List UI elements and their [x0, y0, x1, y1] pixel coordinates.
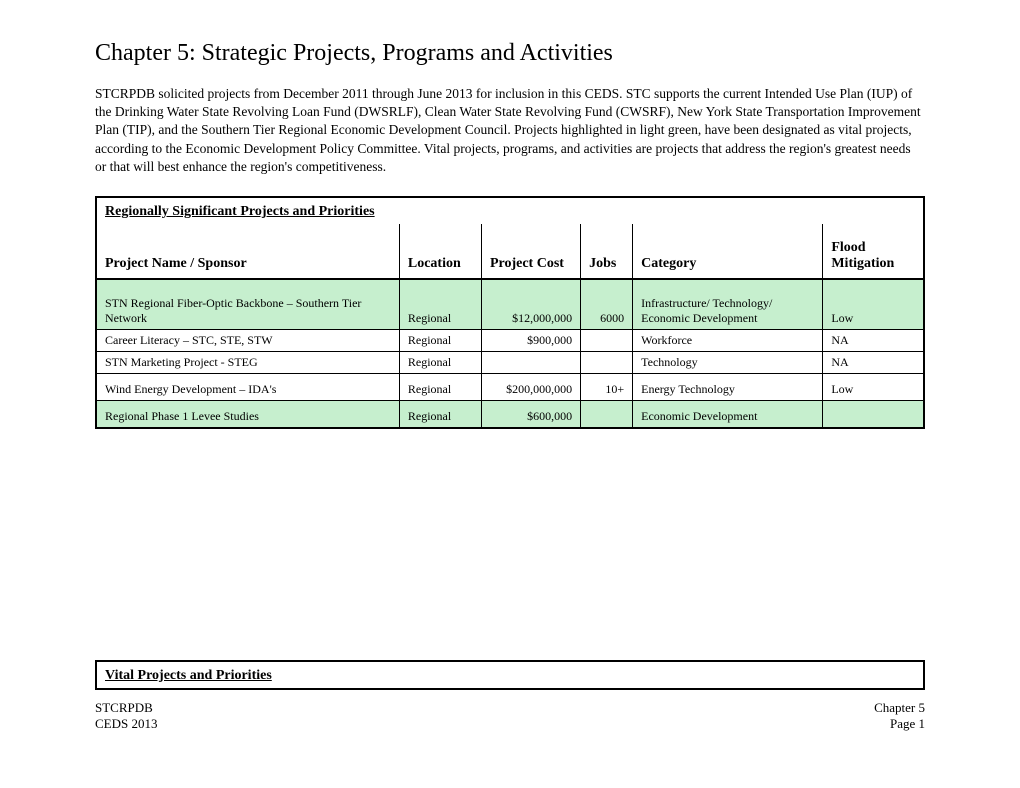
cell-cost: $900,000 — [481, 330, 580, 352]
intro-paragraph: STCRPDB solicited projects from December… — [95, 85, 925, 176]
cell-flood: Low — [823, 279, 923, 330]
cell-location: Regional — [399, 279, 481, 330]
cell-location: Regional — [399, 352, 481, 374]
cell-flood: NA — [823, 330, 923, 352]
cell-name: Regional Phase 1 Levee Studies — [97, 401, 399, 428]
vital-projects-table: Vital Projects and Priorities — [95, 660, 925, 690]
cell-location: Regional — [399, 374, 481, 401]
col-header-flood: Flood Mitigation — [823, 224, 923, 279]
cell-cost: $12,000,000 — [481, 279, 580, 330]
table-row: Regional Phase 1 Levee StudiesRegional$6… — [97, 401, 923, 428]
cell-jobs — [581, 401, 633, 428]
page-footer: STCRPDB Chapter 5 CEDS 2013 Page 1 — [95, 700, 925, 732]
col-header-name: Project Name / Sponsor — [97, 224, 399, 279]
cell-jobs — [581, 352, 633, 374]
footer-right-2: Page 1 — [890, 716, 925, 732]
cell-location: Regional — [399, 330, 481, 352]
cell-category: Economic Development — [633, 401, 823, 428]
table-row: STN Regional Fiber-Optic Backbone – Sout… — [97, 279, 923, 330]
cell-category: Workforce — [633, 330, 823, 352]
table-row: STN Marketing Project - STEGRegional Tech… — [97, 352, 923, 374]
table-row: Wind Energy Development – IDA'sRegional$… — [97, 374, 923, 401]
cell-flood — [823, 401, 923, 428]
cell-cost: $600,000 — [481, 401, 580, 428]
cell-name: Career Literacy – STC, STE, STW — [97, 330, 399, 352]
col-header-cost: Project Cost — [481, 224, 580, 279]
table1-section-title: Regionally Significant Projects and Prio… — [97, 198, 923, 224]
col-header-location: Location — [399, 224, 481, 279]
cell-jobs: 10+ — [581, 374, 633, 401]
cell-flood: Low — [823, 374, 923, 401]
col-header-jobs: Jobs — [581, 224, 633, 279]
cell-cost — [481, 352, 580, 374]
footer-right-1: Chapter 5 — [874, 700, 925, 716]
footer-left-1: STCRPDB — [95, 700, 153, 716]
cell-cost: $200,000,000 — [481, 374, 580, 401]
cell-category: Infrastructure/ Technology/ Economic Dev… — [633, 279, 823, 330]
cell-flood: NA — [823, 352, 923, 374]
page-title: Chapter 5: Strategic Projects, Programs … — [95, 40, 925, 67]
cell-location: Regional — [399, 401, 481, 428]
regional-projects-table: Regionally Significant Projects and Prio… — [95, 196, 925, 429]
footer-left-2: CEDS 2013 — [95, 716, 157, 732]
cell-name: STN Regional Fiber-Optic Backbone – Sout… — [97, 279, 399, 330]
table2-section-title: Vital Projects and Priorities — [97, 662, 923, 688]
cell-category: Energy Technology — [633, 374, 823, 401]
table-row: Career Literacy – STC, STE, STWRegional$… — [97, 330, 923, 352]
cell-category: Technology — [633, 352, 823, 374]
cell-name: STN Marketing Project - STEG — [97, 352, 399, 374]
table-header-row: Project Name / Sponsor Location Project … — [97, 224, 923, 279]
cell-jobs — [581, 330, 633, 352]
col-header-category: Category — [633, 224, 823, 279]
cell-jobs: 6000 — [581, 279, 633, 330]
cell-name: Wind Energy Development – IDA's — [97, 374, 399, 401]
